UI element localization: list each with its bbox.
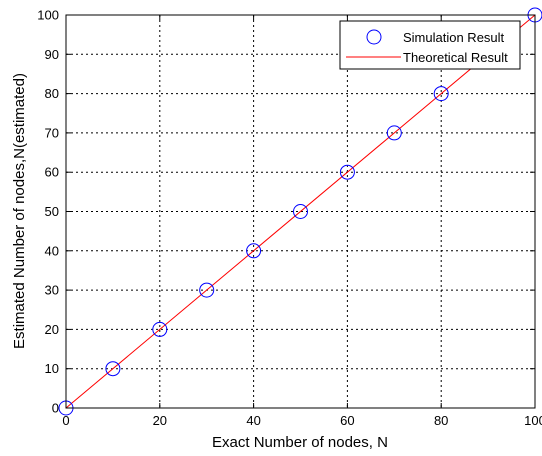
y-axis-label: Estimated Number of nodes,N(estimated) xyxy=(11,73,28,349)
x-tick-label: 20 xyxy=(153,413,167,428)
y-tick-label: 10 xyxy=(45,361,59,376)
legend-label-simulation: Simulation Result xyxy=(403,30,505,45)
legend: Simulation Result Theoretical Result xyxy=(339,20,521,70)
legend-label-theoretical: Theoretical Result xyxy=(403,50,508,65)
x-tick-label: 80 xyxy=(434,413,448,428)
simulation-result-point xyxy=(386,125,402,141)
y-ticks: 0 10 20 30 40 50 60 70 80 90 100 xyxy=(37,8,535,416)
x-tick-label: 0 xyxy=(62,413,69,428)
simulation-result-point xyxy=(293,204,308,219)
y-tick-label: 50 xyxy=(45,204,59,219)
theoretical-result-line xyxy=(65,14,536,409)
y-tick-label: 30 xyxy=(45,283,59,298)
y-tick-label: 40 xyxy=(45,243,59,258)
simulation-result-point xyxy=(433,86,449,102)
legend-marker-simulation xyxy=(366,29,382,45)
y-tick-label: 70 xyxy=(45,125,59,140)
y-tick-label: 60 xyxy=(45,165,59,180)
y-tick-label: 80 xyxy=(45,86,59,101)
x-tick-label: 40 xyxy=(246,413,260,428)
simulation-result-point xyxy=(339,164,355,180)
legend-box xyxy=(339,20,521,70)
y-tick-label: 0 xyxy=(52,401,59,416)
simulation-result-point xyxy=(152,321,168,337)
theoretical-line-group xyxy=(65,14,536,409)
y-tick-label: 100 xyxy=(37,8,59,23)
simulation-result-point xyxy=(199,282,215,298)
simulation-result-point xyxy=(246,243,262,259)
x-tick-label: 100 xyxy=(524,413,542,428)
x-ticks: 0 20 40 60 80 100 xyxy=(62,15,542,428)
x-tick-label: 60 xyxy=(340,413,354,428)
y-tick-label: 90 xyxy=(45,47,59,62)
y-tick-label: 20 xyxy=(45,322,59,337)
x-axis-label: Exact Number of nodes, N xyxy=(212,434,388,451)
simulation-result-point xyxy=(105,361,121,377)
